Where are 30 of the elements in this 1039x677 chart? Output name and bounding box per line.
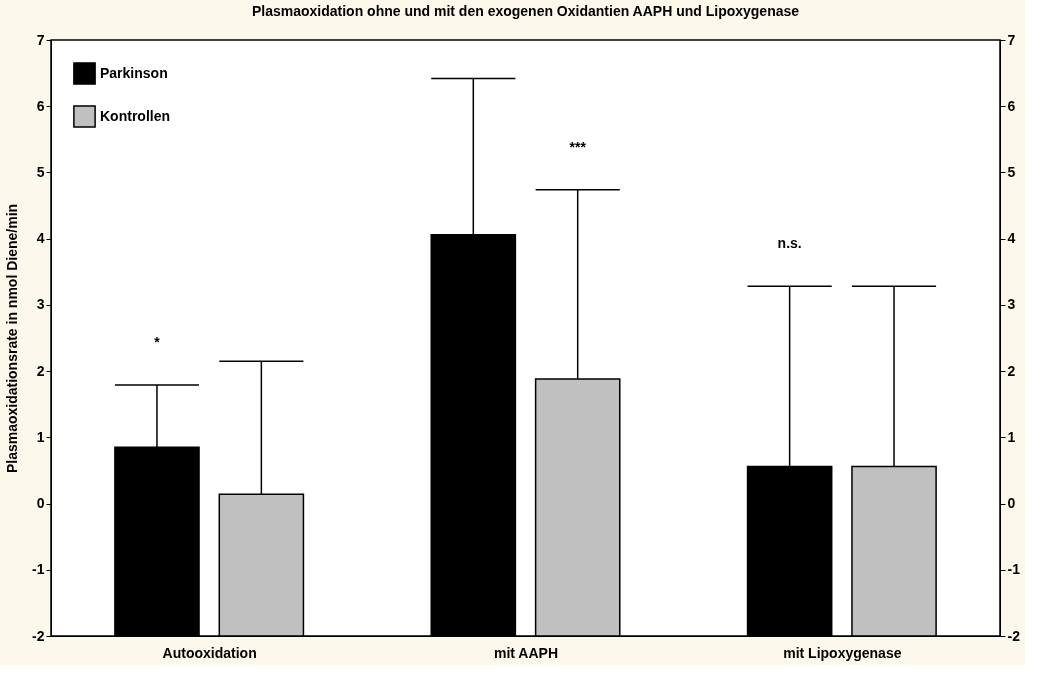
y-tick-label: 4 <box>36 230 45 247</box>
legend-label: Kontrollen <box>100 107 170 124</box>
y-tick-label: 7 <box>36 31 45 48</box>
y2-tick-label: 3 <box>1007 296 1016 313</box>
chart-title: Plasmaoxidation ohne und mit den exogenen Oxidantien AAPH und Lipoxygenase <box>251 3 800 19</box>
y-tick-label: 1 <box>36 428 45 445</box>
y-tick-label: 2 <box>36 362 45 379</box>
y2-tick-label: 2 <box>1007 362 1016 379</box>
legend-label: Parkinson <box>100 64 168 81</box>
y2-tick-label: 4 <box>1007 230 1016 247</box>
y2-tick-label: 0 <box>1007 495 1016 512</box>
x-tick-label: mit Lipoxygenase <box>783 644 902 661</box>
x-tick-label: mit AAPH <box>493 644 559 661</box>
y2-tick-label: 6 <box>1007 97 1016 114</box>
y-tick-label: 6 <box>36 97 45 114</box>
y2-tick-label: 7 <box>1007 31 1016 48</box>
annotation: *** <box>569 138 587 155</box>
y2-tick-label: 1 <box>1007 428 1016 445</box>
annotation: * <box>154 334 161 351</box>
y-tick-label: -2 <box>32 627 45 644</box>
y-tick-label: 5 <box>36 163 45 180</box>
y2-tick-label: -2 <box>1007 627 1021 644</box>
y-tick-label: 0 <box>36 495 45 512</box>
y-tick-label: 3 <box>36 296 45 313</box>
y-axis-title: Plasmaoxidationsrate in nmol Diene/min <box>4 203 21 474</box>
y2-tick-label: -1 <box>1007 561 1021 578</box>
x-tick-label: Autooxidation <box>162 644 257 661</box>
annotation: n.s. <box>777 235 802 252</box>
y-tick-label: -1 <box>32 561 45 578</box>
y2-tick-label: 5 <box>1007 163 1016 180</box>
